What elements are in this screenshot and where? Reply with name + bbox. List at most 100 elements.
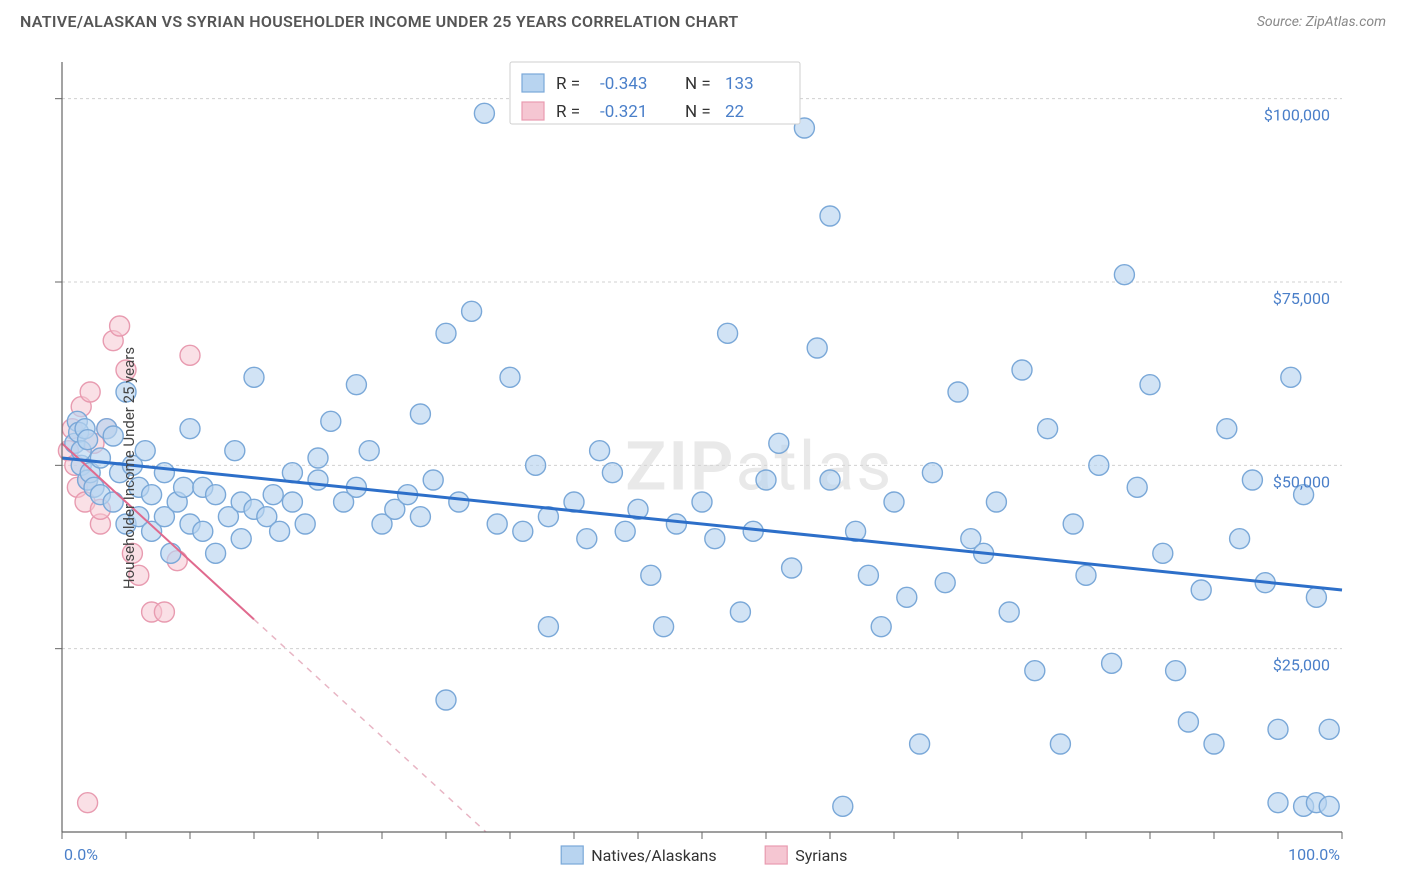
data-point-natives: [1230, 529, 1250, 549]
data-point-natives: [500, 367, 520, 387]
data-point-natives: [462, 301, 482, 321]
data-point-natives: [1319, 796, 1339, 816]
data-point-natives: [858, 565, 878, 585]
chart-container: Householder Income Under 25 years ZIPatl…: [0, 44, 1406, 892]
data-point-natives: [1204, 734, 1224, 754]
data-point-natives: [1050, 734, 1070, 754]
data-point-natives: [538, 617, 558, 637]
data-point-natives: [1242, 470, 1262, 490]
data-point-natives: [142, 485, 162, 505]
data-point-natives: [135, 441, 155, 461]
data-point-natives: [807, 338, 827, 358]
data-point-natives: [231, 529, 251, 549]
data-point-natives: [602, 463, 622, 483]
correlation-stats-box: [510, 62, 800, 124]
data-point-natives: [526, 455, 546, 475]
r-label: R =: [556, 102, 580, 122]
data-point-natives: [1319, 719, 1339, 739]
data-point-natives: [1140, 375, 1160, 395]
data-point-natives: [295, 514, 315, 534]
legend-swatch: [522, 102, 544, 120]
source-attribution: Source: ZipAtlas.com: [1257, 14, 1386, 30]
data-point-natives: [986, 492, 1006, 512]
data-point-natives: [193, 521, 213, 541]
data-point-syrians: [154, 602, 174, 622]
data-point-natives: [948, 382, 968, 402]
data-point-natives: [1166, 661, 1186, 681]
data-point-natives: [641, 565, 661, 585]
data-point-natives: [1191, 580, 1211, 600]
legend-swatch: [561, 846, 583, 864]
data-point-natives: [180, 419, 200, 439]
data-point-natives: [346, 375, 366, 395]
data-point-natives: [730, 602, 750, 622]
data-point-natives: [308, 470, 328, 490]
data-point-natives: [871, 617, 891, 637]
data-point-natives: [206, 485, 226, 505]
data-point-natives: [270, 521, 290, 541]
n-value: 22: [725, 102, 744, 122]
scatter-chart: ZIPatlas$25,000$50,000$75,000$100,0000.0…: [0, 44, 1406, 892]
data-point-natives: [833, 796, 853, 816]
data-point-natives: [615, 521, 635, 541]
data-point-natives: [78, 430, 98, 450]
data-point-natives: [1063, 514, 1083, 534]
r-label: R =: [556, 74, 580, 94]
data-point-natives: [206, 543, 226, 563]
data-point-natives: [513, 521, 533, 541]
data-point-natives: [449, 492, 469, 512]
data-point-natives: [590, 441, 610, 461]
y-axis-label: Householder Income Under 25 years: [120, 347, 138, 589]
data-point-natives: [1025, 661, 1045, 681]
data-point-syrians: [80, 382, 100, 402]
data-point-natives: [666, 514, 686, 534]
chart-title: NATIVE/ALASKAN VS SYRIAN HOUSEHOLDER INC…: [20, 12, 739, 31]
n-value: 133: [725, 74, 754, 94]
x-tick-label: 0.0%: [64, 845, 98, 864]
data-point-natives: [935, 573, 955, 593]
data-point-natives: [90, 448, 110, 468]
data-point-natives: [161, 543, 181, 563]
y-tick-label: $25,000: [1273, 656, 1330, 675]
data-point-natives: [1178, 712, 1198, 732]
legend-swatch: [765, 846, 787, 864]
data-point-natives: [1306, 587, 1326, 607]
data-point-syrians: [180, 345, 200, 365]
data-point-natives: [263, 485, 283, 505]
r-value: -0.343: [600, 74, 647, 94]
data-point-natives: [769, 433, 789, 453]
data-point-natives: [654, 617, 674, 637]
y-tick-label: $75,000: [1273, 289, 1330, 308]
data-point-natives: [1114, 265, 1134, 285]
data-point-natives: [436, 323, 456, 343]
n-label: N =: [685, 74, 711, 94]
data-point-natives: [1153, 543, 1173, 563]
legend-label: Syrians: [795, 846, 847, 865]
data-point-natives: [884, 492, 904, 512]
x-tick-label: 100.0%: [1288, 845, 1340, 864]
data-point-natives: [999, 602, 1019, 622]
data-point-natives: [1281, 367, 1301, 387]
data-point-natives: [423, 470, 443, 490]
data-point-natives: [1038, 419, 1058, 439]
data-point-natives: [1012, 360, 1032, 380]
trend-line-syrians-extrapolation: [254, 619, 486, 832]
r-value: -0.321: [600, 102, 647, 122]
data-point-natives: [782, 558, 802, 578]
legend-swatch: [522, 74, 544, 92]
data-point-natives: [436, 690, 456, 710]
data-point-natives: [1127, 477, 1147, 497]
data-point-syrians: [110, 316, 130, 336]
data-point-natives: [897, 587, 917, 607]
data-point-natives: [410, 507, 430, 527]
data-point-natives: [922, 463, 942, 483]
data-point-natives: [410, 404, 430, 424]
data-point-natives: [820, 470, 840, 490]
watermark: ZIPatlas: [625, 426, 893, 506]
data-point-natives: [174, 477, 194, 497]
data-point-natives: [1268, 719, 1288, 739]
data-point-natives: [1102, 653, 1122, 673]
data-point-natives: [321, 411, 341, 431]
data-point-natives: [359, 441, 379, 461]
data-point-natives: [1076, 565, 1096, 585]
